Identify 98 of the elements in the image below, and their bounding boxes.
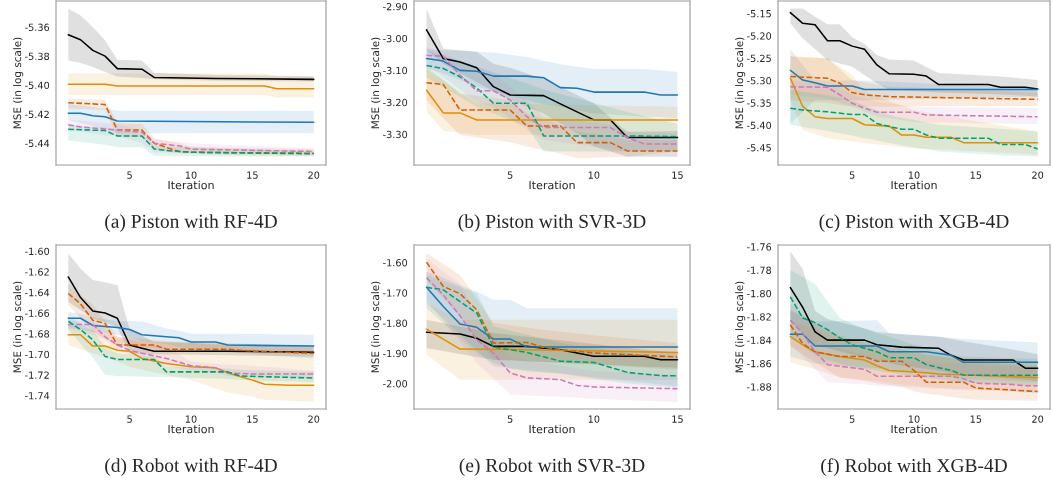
- y-tick-label: -1.78: [747, 266, 772, 274]
- x-tick-label: 10: [588, 415, 600, 423]
- line-series: [789, 107, 1039, 150]
- y-tick-label: -1.70: [25, 350, 50, 359]
- text: (e) Robot with SVR-3D: [459, 458, 645, 476]
- y-tick-label: -1.80: [383, 319, 408, 327]
- y-tick-label: -5.30: [747, 77, 772, 85]
- x-tick-label: 10: [588, 171, 600, 179]
- y-tick-label: -5.35: [747, 99, 771, 107]
- x-axis-title: Iteration: [168, 424, 214, 434]
- y-tick-label: -5.42: [25, 110, 49, 119]
- y-tick-label: -1.86: [747, 359, 772, 368]
- line-series: [67, 112, 315, 124]
- line-series: [789, 286, 1039, 369]
- text: (c) Piston with XGB-4D: [819, 214, 1009, 232]
- y-axis-title: MSE (in log scale): [371, 281, 382, 373]
- y-tick-label: -5.38: [25, 52, 50, 60]
- x-tick-label: 5: [507, 415, 513, 423]
- line-series: [425, 286, 679, 348]
- y-tick-label: -1.62: [25, 268, 49, 276]
- line-series: [789, 75, 1039, 101]
- x-tick-label: 20: [308, 171, 320, 179]
- y-tick-label: -1.68: [25, 330, 50, 338]
- y-tick-label: -1.90: [383, 349, 408, 358]
- y-tick-label: -1.84: [747, 336, 772, 344]
- y-tick-label: -1.72: [25, 371, 49, 379]
- line-series: [789, 77, 1039, 144]
- x-axis-title: Iteration: [529, 180, 575, 190]
- y-axis-title: MSE (in log scale): [735, 37, 746, 129]
- x-tick-label: 15: [247, 171, 258, 179]
- y-tick-label: -1.76: [747, 243, 772, 251]
- x-axis-title: Iteration: [529, 424, 575, 434]
- x-tick-label: 5: [127, 415, 132, 423]
- y-tick-label: -1.82: [747, 313, 771, 321]
- line-series: [425, 82, 679, 152]
- y-tick-label: -3.30: [383, 130, 408, 139]
- x-tick-label: 10: [185, 171, 197, 179]
- y-axis-title: MSE (in log scale): [371, 37, 382, 129]
- line-series: [789, 333, 1039, 364]
- line-series: [67, 333, 315, 387]
- line-series: [425, 286, 679, 377]
- y-tick-label: -3.20: [383, 98, 408, 107]
- x-tick-label: 15: [970, 171, 982, 179]
- x-tick-label: 15: [672, 415, 683, 423]
- y-tick-label: -3.10: [383, 66, 408, 75]
- line-series: [67, 317, 315, 347]
- x-axis-title: Iteration: [891, 180, 937, 190]
- x-tick-label: 5: [849, 171, 855, 179]
- line-series: [67, 34, 315, 81]
- x-tick-label: 10: [185, 415, 197, 423]
- x-tick-label: 5: [127, 171, 132, 179]
- text: (d) Robot with RF-4D: [105, 458, 277, 476]
- y-tick-label: -2.90: [383, 2, 408, 11]
- y-tick-label: -5.36: [25, 23, 50, 31]
- x-tick-label: 15: [247, 415, 258, 423]
- y-tick-label: -5.45: [747, 144, 771, 152]
- y-tick-label: -1.64: [25, 288, 50, 297]
- line-series: [789, 335, 1039, 379]
- y-tick-label: -1.80: [747, 289, 772, 298]
- text: (b) Piston with SVR-3D: [458, 214, 646, 232]
- line-series: [425, 57, 679, 96]
- y-axis-title: MSE (in log scale): [13, 37, 24, 129]
- x-tick-label: 20: [1032, 415, 1044, 423]
- y-tick-label: -1.88: [747, 383, 772, 391]
- x-tick-label: 5: [849, 415, 855, 423]
- y-tick-label: -5.20: [747, 32, 772, 40]
- line-series: [425, 261, 679, 358]
- y-tick-label: -5.40: [25, 81, 50, 90]
- y-tick-label: -1.66: [25, 309, 50, 317]
- line-series: [425, 331, 679, 361]
- x-tick-label: 10: [908, 415, 920, 423]
- y-tick-label: -5.40: [747, 121, 772, 130]
- y-axis-title: MSE (in log scale): [13, 281, 24, 373]
- y-tick-label: -1.74: [25, 392, 50, 400]
- text: (a) Piston with RF-4D: [105, 214, 277, 232]
- y-axis-title: MSE (in log scale): [735, 281, 746, 373]
- x-tick-label: 20: [1032, 171, 1044, 179]
- x-tick-label: 5: [507, 171, 513, 179]
- text: (f) Robot with XGB-4D: [821, 458, 1007, 477]
- y-tick-label: -1.60: [25, 247, 50, 256]
- y-tick-label: -1.70: [383, 289, 408, 297]
- x-tick-label: 10: [908, 171, 920, 179]
- y-tick-label: -3.00: [383, 34, 408, 43]
- x-tick-label: 20: [308, 415, 320, 423]
- x-tick-label: 15: [672, 171, 683, 179]
- y-tick-label: -5.15: [747, 10, 771, 18]
- y-tick-label: -2.00: [383, 380, 408, 388]
- line-series: [425, 29, 679, 139]
- y-tick-label: -5.44: [25, 139, 50, 148]
- y-tick-label: -1.60: [383, 259, 408, 267]
- y-tick-label: -5.25: [747, 54, 771, 63]
- line-series: [425, 328, 679, 354]
- line-series: [789, 69, 1039, 91]
- x-tick-label: 15: [970, 415, 982, 423]
- x-axis-title: Iteration: [891, 424, 937, 434]
- line-series: [789, 86, 1039, 118]
- line-series: [789, 296, 1039, 376]
- x-axis-title: Iteration: [168, 180, 214, 190]
